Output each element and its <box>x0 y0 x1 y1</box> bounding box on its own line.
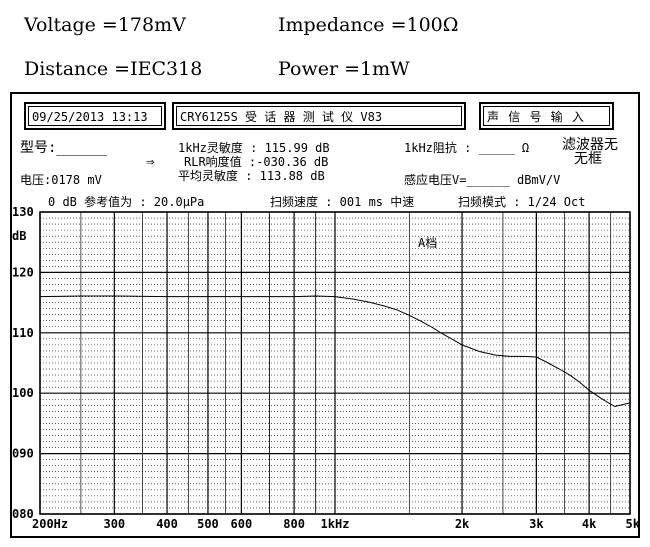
power-value: Power =1mW <box>278 58 410 80</box>
mode-label: 声 信 号 输 入 <box>483 106 610 126</box>
x-tick-label: 3k <box>529 517 544 531</box>
y-tick-label: 120 <box>12 265 34 279</box>
filter-label: 滤波器无 <box>562 137 618 153</box>
voltage-value: Voltage =178mV <box>24 14 186 36</box>
x-tick-label: 400 <box>156 517 178 531</box>
filter-label-2: 无框 <box>574 151 602 167</box>
impedance-1k: 1kHz阻抗 : _____ Ω <box>404 141 530 155</box>
y-tick-label: 100 <box>12 386 34 400</box>
y-tick-label: 110 <box>12 326 34 340</box>
distance-value: Distance =IEC318 <box>24 58 203 80</box>
y-tick-label: 090 <box>12 447 34 461</box>
x-tick-label: 600 <box>231 517 253 531</box>
x-tick-label: 1kHz <box>321 517 350 531</box>
instrument-screen: 09/25/2013 13:13 CRY6125S 受 话 器 测 试 仪 V8… <box>10 92 640 538</box>
device-title-box: CRY6125S 受 话 器 测 试 仪 V83 <box>172 102 466 130</box>
x-tick-label: 4k <box>582 517 597 531</box>
x-tick-label: 200Hz <box>32 517 68 531</box>
plot-frame <box>39 211 631 515</box>
x-tick-label: 300 <box>103 517 125 531</box>
sensitivity-1k: 1kHz灵敏度 : 115.99 dB <box>178 141 330 155</box>
x-tick-label: 800 <box>283 517 305 531</box>
x-tick-label: 2k <box>455 517 470 531</box>
mode-box[interactable]: 声 信 号 输 入 <box>479 102 614 130</box>
range-label: A档 <box>418 236 438 250</box>
y-tick-label: 130 <box>12 205 34 219</box>
model-label: 型号:______ <box>20 140 108 156</box>
voltage-reading: 电压:0178 mV <box>20 173 102 187</box>
datetime-box: 09/25/2013 13:13 <box>24 102 166 130</box>
x-tick-label: 500 <box>197 517 219 531</box>
rlr-value: RLR响度值 :-030.36 dB <box>184 155 329 169</box>
device-title: CRY6125S 受 话 器 测 试 仪 V83 <box>176 106 462 126</box>
arrow-icon: ⇒ <box>146 154 155 170</box>
y-axis-label: dB <box>12 229 26 243</box>
impedance-value: Impedance =100Ω <box>278 14 459 36</box>
datetime-label: 09/25/2013 13:13 <box>28 106 162 126</box>
sweep-speed: 扫频速度 : 001 ms 中速 <box>270 195 415 209</box>
avg-sensitivity: 平均灵敏度 : 113.88 dB <box>178 169 325 183</box>
y-tick-label: 080 <box>12 507 34 521</box>
reference-value: 0 dB 参考值为 : 20.0μPa <box>48 195 205 209</box>
induced-voltage: 感应电压V=______ dBmV/V <box>404 173 561 187</box>
frequency-response-chart: 200Hz 300 400 500 600 800 1kHz 2k 3k 4k 5k 080 090 10… <box>12 205 638 531</box>
x-tick-label: 5k <box>626 517 638 531</box>
response-curve <box>39 295 631 408</box>
sweep-mode: 扫频模式 : 1/24 Oct <box>458 195 586 209</box>
